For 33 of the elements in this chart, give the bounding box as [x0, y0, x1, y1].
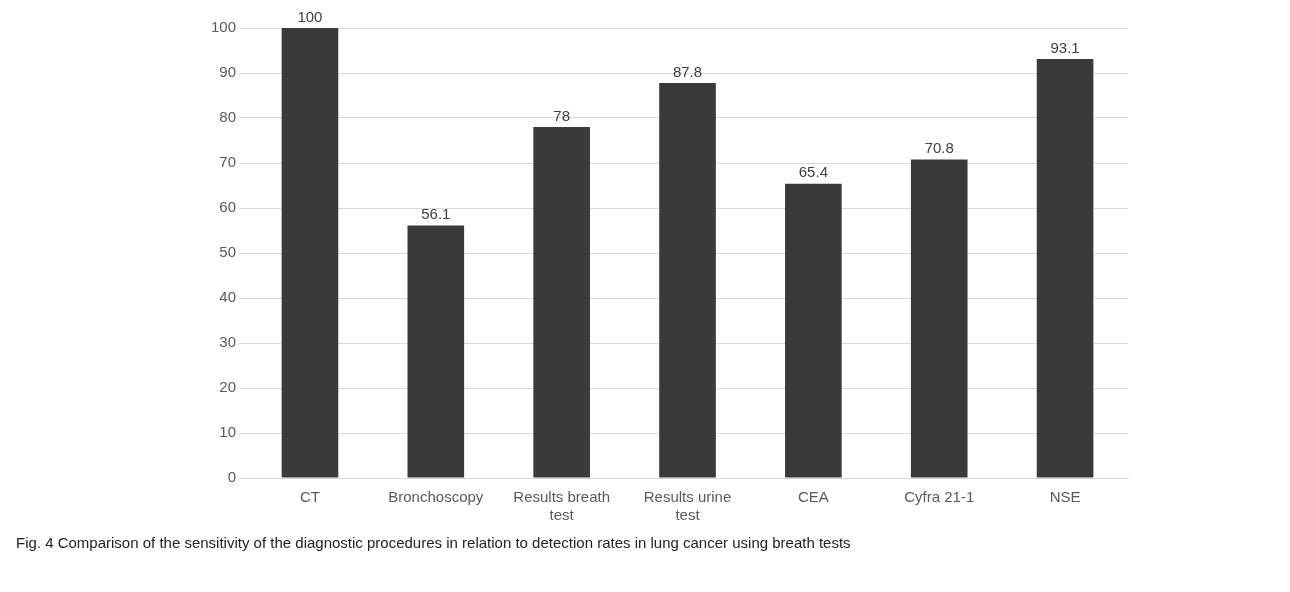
bar: [910, 159, 968, 478]
y-tick-label: 40: [219, 288, 237, 306]
bar: [407, 225, 465, 478]
caption: Fig. 4 Comparison of the sensitivity of the diagnostic procedures in relation to detection rates in lung cancer using breath tests: [15, 533, 852, 553]
bar: [1036, 59, 1094, 478]
bar: [281, 28, 339, 478]
data-label: 70.8: [924, 139, 954, 157]
data-label: 87.8: [672, 62, 703, 80]
bar: [785, 183, 842, 478]
data-label: 93.1: [1050, 38, 1080, 56]
x-tick-label: Results breath test: [513, 488, 611, 524]
x-tick-label: Bronchoscopy: [388, 488, 484, 506]
x-tick-label: CT: [299, 488, 320, 506]
y-tick-label: 10: [219, 423, 237, 441]
y-tick-label: 50: [219, 243, 237, 261]
data-label: 65.4: [798, 163, 828, 181]
y-tick-label: 70: [219, 153, 237, 171]
x-tick-label: NSE: [1049, 488, 1081, 506]
x-tick-label: Cyfra 21-1: [904, 488, 975, 506]
data-label: 56.1: [421, 205, 451, 223]
y-tick-label: 20: [219, 378, 237, 396]
x-tick-label: CEA: [797, 488, 829, 506]
bar: [533, 127, 590, 478]
x-tick-label: Results urine test: [643, 488, 732, 524]
y-tick-label: 0: [227, 468, 237, 486]
y-tick-label: 90: [219, 63, 237, 81]
data-label: 78: [553, 106, 570, 124]
y-tick-label: 30: [219, 333, 237, 351]
data-label: 100: [297, 7, 323, 25]
bar: [659, 82, 716, 478]
y-tick-label: 80: [219, 108, 237, 126]
y-tick-label: 60: [219, 198, 237, 216]
y-tick-label: 100: [211, 18, 237, 36]
